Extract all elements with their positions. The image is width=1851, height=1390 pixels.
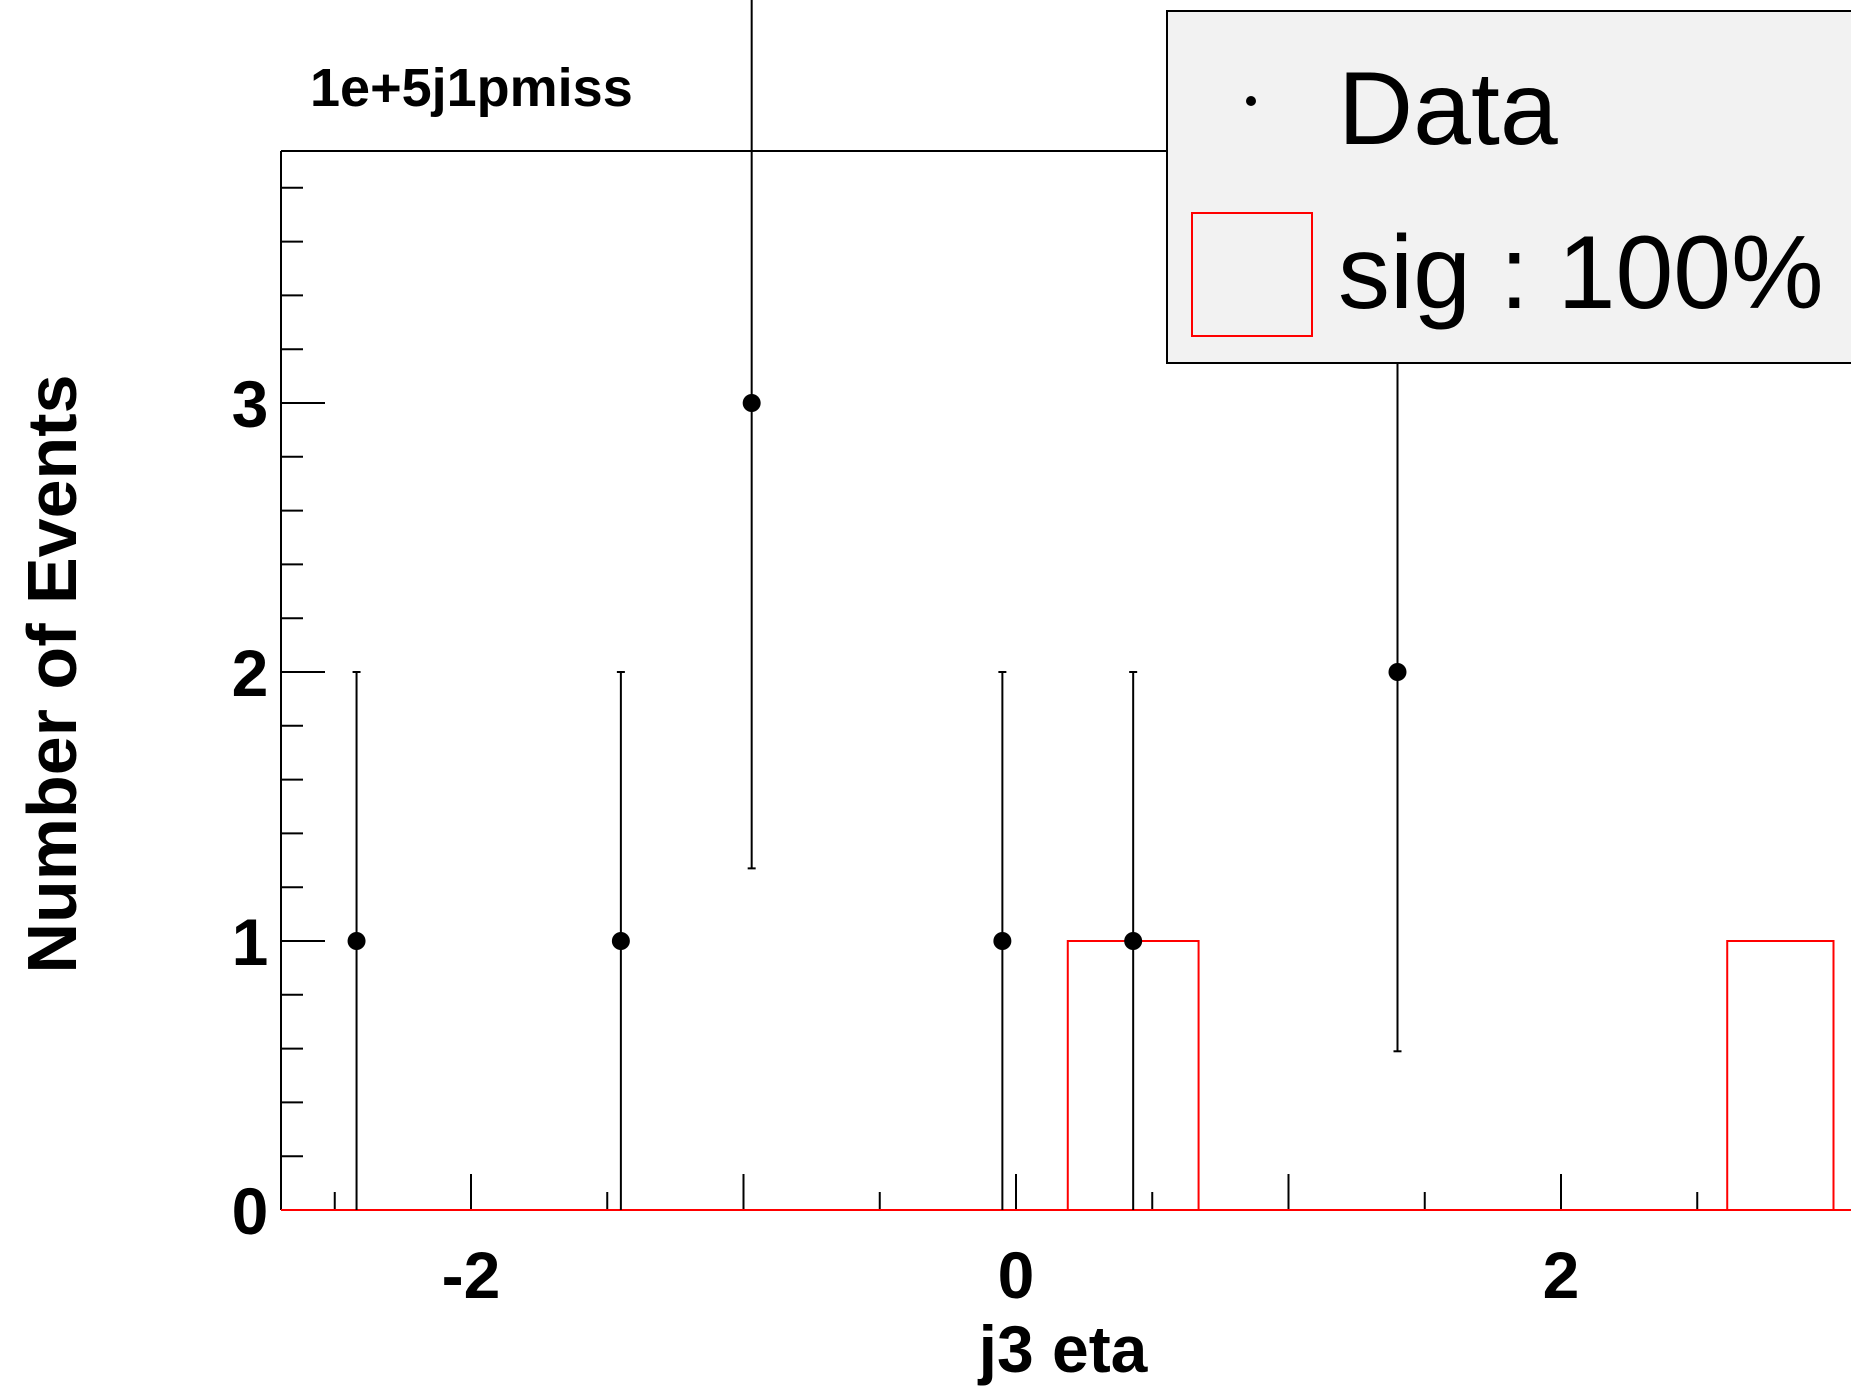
data-series bbox=[347, 0, 1407, 1210]
legend-data-marker bbox=[1246, 96, 1256, 106]
legend-sig-swatch bbox=[1191, 212, 1313, 337]
y-tick-labels: 0 1 2 3 bbox=[232, 367, 269, 1248]
legend-box bbox=[1166, 10, 1851, 364]
axis-ticks bbox=[281, 186, 1835, 1211]
signal-histogram bbox=[281, 940, 1851, 1211]
data-point bbox=[1124, 932, 1143, 950]
data-point bbox=[742, 394, 761, 412]
legend-sig-label: sig : 100% bbox=[1338, 215, 1824, 331]
y-tick-label: 0 bbox=[232, 1174, 269, 1248]
chart-title: 1e+5j1pmiss bbox=[310, 58, 633, 118]
x-tick-label: -2 bbox=[442, 1238, 501, 1312]
y-axis-label: Number of Events bbox=[13, 375, 91, 974]
data-point bbox=[611, 932, 630, 950]
x-tick-labels: -2 0 2 bbox=[442, 1238, 1580, 1312]
legend-data-label: Data bbox=[1338, 51, 1558, 167]
data-point bbox=[1388, 663, 1407, 681]
legend: Data sig : 100% bbox=[1166, 10, 1851, 364]
signal-bin bbox=[1726, 940, 1835, 1210]
x-tick-label: 0 bbox=[998, 1238, 1035, 1312]
data-point bbox=[993, 932, 1012, 950]
y-tick-label: 1 bbox=[232, 905, 269, 979]
x-tick-label: 2 bbox=[1543, 1238, 1580, 1312]
y-tick-label: 2 bbox=[232, 636, 269, 710]
x-axis-label: j3 eta bbox=[977, 1312, 1149, 1386]
data-point bbox=[347, 932, 366, 950]
y-tick-label: 3 bbox=[232, 367, 269, 441]
